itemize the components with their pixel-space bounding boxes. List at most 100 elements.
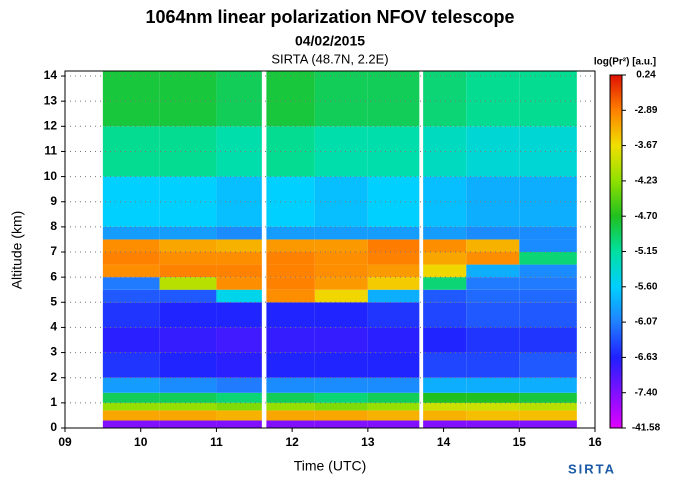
colorbar-label: log(Pr²) [a.u.]	[594, 57, 656, 68]
colorbar-tick-label: -7.40	[635, 387, 658, 398]
heatmap-cell	[159, 327, 217, 353]
heatmap-cell	[466, 377, 520, 393]
heatmap-cell	[314, 289, 368, 303]
heatmap-cell	[159, 277, 217, 290]
heatmap-cell	[423, 252, 467, 265]
heatmap-cell	[519, 420, 577, 428]
y-tick-label: 10	[44, 169, 58, 183]
site-label: SIRTA (48.7N, 2.2E)	[271, 51, 388, 66]
heatmap-cell	[314, 176, 368, 227]
heatmap-cell	[314, 264, 368, 278]
heatmap-cell	[314, 126, 368, 177]
heatmap-cell	[367, 239, 420, 253]
heatmap-cell	[519, 402, 577, 411]
heatmap-cell	[266, 277, 315, 290]
heatmap-cell	[466, 239, 520, 253]
heatmap-cell	[423, 302, 467, 328]
heatmap-cell	[519, 126, 577, 177]
heatmap-cell	[102, 302, 160, 328]
heatmap-cell	[266, 226, 315, 240]
colorbar-tick-label: -6.07	[635, 317, 658, 328]
heatmap-cell	[102, 327, 160, 353]
colorbar-tick-label: -5.15	[635, 246, 658, 257]
heatmap-cell	[159, 352, 217, 378]
x-tick-label: 13	[361, 435, 375, 449]
heatmap-cell	[466, 71, 520, 127]
heatmap-cell	[216, 126, 262, 177]
heatmap-cell	[367, 289, 420, 303]
y-axis-label: Altitude (km)	[9, 211, 25, 290]
heatmap-cell	[159, 289, 217, 303]
heatmap-cell	[216, 239, 262, 253]
heatmap-cell	[102, 402, 160, 411]
heatmap-cell	[519, 302, 577, 328]
heatmap-cell	[266, 239, 315, 253]
heatmap-cell	[519, 410, 577, 421]
y-tick-label: 11	[44, 144, 57, 158]
colorbar-tick-label: -5.60	[635, 281, 658, 292]
heatmap-cell	[102, 176, 160, 227]
heatmap-cell	[423, 410, 467, 421]
heatmap-cell	[159, 377, 217, 393]
heatmap-cell	[367, 420, 420, 428]
heatmap-cell	[367, 252, 420, 265]
colorbar-tick-label: -4.23	[635, 176, 658, 187]
heatmap-cell	[466, 420, 520, 428]
y-tick-label: 3	[50, 345, 57, 359]
heatmap-cell	[216, 410, 262, 421]
heatmap-cell	[314, 420, 368, 428]
heatmap-cell	[519, 176, 577, 227]
heatmap-cell	[466, 302, 520, 328]
heatmap-cell	[159, 302, 217, 328]
heatmap-cell	[519, 352, 577, 378]
heatmap-cell	[519, 252, 577, 265]
heatmap-cell	[466, 392, 520, 403]
heatmap-cell	[102, 420, 160, 428]
colorbar-tick-label: -4.70	[635, 211, 658, 222]
heatmap-cell	[266, 377, 315, 393]
heatmap-cell	[216, 327, 262, 353]
plot-frame	[64, 70, 596, 429]
heatmap-cell	[216, 289, 262, 303]
heatmap-cell	[159, 126, 217, 177]
x-tick-label: 16	[588, 435, 602, 449]
heatmap-cell	[314, 277, 368, 290]
heatmap-cell	[266, 264, 315, 278]
x-tick-label: 15	[513, 435, 527, 449]
x-tick-label: 14	[437, 435, 451, 449]
heatmap-cell	[159, 252, 217, 265]
y-tick-label: 14	[44, 68, 58, 82]
y-tick-label: 9	[50, 194, 57, 208]
chart-title: 1064nm linear polarization NFOV telescop…	[145, 7, 514, 27]
heatmap-cell	[216, 264, 262, 278]
heatmap-cell	[102, 410, 160, 421]
heatmap-cell	[423, 277, 467, 290]
heatmap-cell	[102, 252, 160, 265]
x-tick-label: 09	[58, 435, 72, 449]
colorbar-tick-label: -2.89	[635, 105, 658, 116]
heatmap-cell	[159, 226, 217, 240]
x-tick-label: 11	[210, 435, 223, 449]
heatmap-cell	[466, 264, 520, 278]
heatmap-cell	[314, 392, 368, 403]
heatmap-cell	[159, 239, 217, 253]
heatmap-cell	[519, 377, 577, 393]
heatmap-cell	[216, 352, 262, 378]
chart-subtitle: 04/02/2015	[295, 33, 365, 49]
heatmap-cell	[216, 277, 262, 290]
heatmap-cell	[423, 239, 467, 253]
heatmap-cell	[266, 420, 315, 428]
heatmap-cell	[314, 302, 368, 328]
heatmap-cell	[314, 239, 368, 253]
y-tick-label: 7	[50, 244, 57, 258]
heatmap-cell	[159, 392, 217, 403]
y-tick-label: 0	[50, 420, 57, 434]
x-tick-label: 12	[285, 435, 299, 449]
heatmap-cell	[102, 71, 160, 127]
heatmap-cell	[423, 327, 467, 353]
heatmap-cell	[314, 71, 368, 127]
heatmap-cell	[519, 264, 577, 278]
x-axis-label: Time (UTC)	[294, 458, 367, 474]
heatmap-cell	[423, 377, 467, 393]
